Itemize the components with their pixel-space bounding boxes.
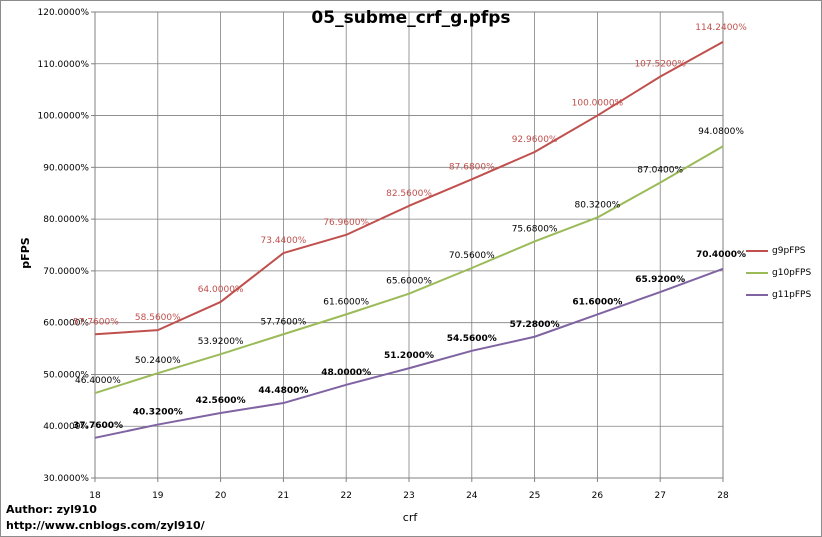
x-tick-label: 19 — [152, 491, 164, 501]
data-label-g9pFPS: 58.5600% — [135, 313, 181, 323]
data-label-g9pFPS: 87.6800% — [449, 162, 495, 172]
x-tick-label: 23 — [403, 491, 414, 501]
y-axis-label: pFPS — [19, 237, 32, 269]
legend: g9pFPS g10pFPS g11pFPS — [746, 240, 811, 306]
data-label-g11pFPS: 37.7600% — [73, 421, 123, 431]
data-label-g10pFPS: 57.7600% — [261, 317, 307, 327]
data-label-g10pFPS: 75.6800% — [512, 224, 558, 234]
data-label-g11pFPS: 65.9200% — [635, 275, 685, 285]
y-tick-label: 110.0000% — [38, 60, 90, 70]
data-label-g9pFPS: 76.9600% — [323, 218, 369, 228]
data-label-g11pFPS: 54.5600% — [447, 334, 497, 344]
legend-swatch — [746, 250, 768, 252]
data-label-g9pFPS: 114.2400% — [695, 23, 747, 33]
legend-item-g9pFPS: g9pFPS — [746, 240, 811, 262]
data-label-g11pFPS: 51.2000% — [384, 351, 434, 361]
data-label-g11pFPS: 61.6000% — [572, 297, 622, 307]
data-label-g10pFPS: 50.2400% — [135, 356, 181, 366]
y-tick-label: 60.0000% — [43, 319, 89, 329]
data-label-g10pFPS: 65.6000% — [386, 277, 432, 287]
x-axis-label: crf — [402, 511, 418, 524]
data-label-g11pFPS: 40.3200% — [133, 408, 183, 418]
data-label-g9pFPS: 73.4400% — [261, 236, 307, 246]
legend-item-g11pFPS: g11pFPS — [746, 284, 811, 306]
data-label-g9pFPS: 107.5200% — [634, 60, 686, 70]
data-label-g10pFPS: 70.5600% — [449, 251, 495, 261]
x-tick-label: 26 — [592, 491, 604, 501]
legend-swatch — [746, 294, 768, 296]
data-label-g9pFPS: 100.0000% — [572, 99, 624, 109]
author-url: http://www.cnblogs.com/zyl910/ — [6, 519, 205, 532]
x-tick-label: 28 — [717, 491, 729, 501]
data-label-g10pFPS: 46.4000% — [75, 376, 121, 386]
chart-title: 05_subme_crf_g.pfps — [311, 8, 511, 28]
data-label-g10pFPS: 87.0400% — [637, 166, 683, 176]
x-tick-label: 20 — [215, 491, 227, 501]
data-label-g10pFPS: 80.3200% — [575, 200, 621, 210]
data-label-g9pFPS: 82.5600% — [386, 189, 432, 199]
y-tick-label: 40.0000% — [43, 422, 89, 432]
author-text: Author: zyl910 — [6, 503, 97, 516]
series-line-g10pFPS — [94, 145, 724, 395]
y-tick-label: 90.0000% — [43, 163, 89, 173]
x-tick-label: 21 — [278, 491, 289, 501]
data-label-g11pFPS: 70.4000% — [696, 250, 746, 260]
series-line-g9pFPS — [94, 40, 724, 336]
y-tick-label: 100.0000% — [38, 112, 90, 122]
y-tick-label: 70.0000% — [43, 267, 89, 277]
x-tick-label: 22 — [340, 491, 351, 501]
data-label-g9pFPS: 57.7600% — [73, 317, 119, 327]
data-label-g9pFPS: 92.9600% — [512, 135, 558, 145]
x-tick-label: 25 — [529, 491, 540, 501]
series-line-g11pFPS — [94, 267, 724, 439]
data-label-g9pFPS: 64.0000% — [198, 285, 244, 295]
legend-swatch — [746, 272, 768, 274]
data-label-g11pFPS: 48.0000% — [321, 368, 371, 378]
x-tick-label: 24 — [466, 491, 478, 501]
x-tick-label: 27 — [654, 491, 665, 501]
legend-item-g10pFPS: g10pFPS — [746, 262, 811, 284]
author-note: Author: zyl910 http://www.cnblogs.com/zy… — [6, 502, 205, 534]
legend-label: g10pFPS — [772, 268, 812, 278]
legend-label: g11pFPS — [772, 290, 812, 300]
data-label-g10pFPS: 53.9200% — [198, 337, 244, 347]
y-tick-label: 80.0000% — [43, 215, 89, 225]
data-label-g11pFPS: 42.5600% — [196, 396, 246, 406]
legend-label: g9pFPS — [772, 246, 806, 256]
y-tick-label: 120.0000% — [38, 8, 90, 18]
data-label-g11pFPS: 44.4800% — [258, 386, 308, 396]
data-label-g10pFPS: 61.6000% — [323, 297, 369, 307]
x-tick-label: 18 — [89, 491, 101, 501]
data-label-g11pFPS: 57.2800% — [510, 320, 560, 330]
y-tick-label: 30.0000% — [43, 474, 89, 484]
data-label-g10pFPS: 94.0800% — [698, 127, 744, 137]
y-tick-label: 50.0000% — [43, 370, 89, 380]
